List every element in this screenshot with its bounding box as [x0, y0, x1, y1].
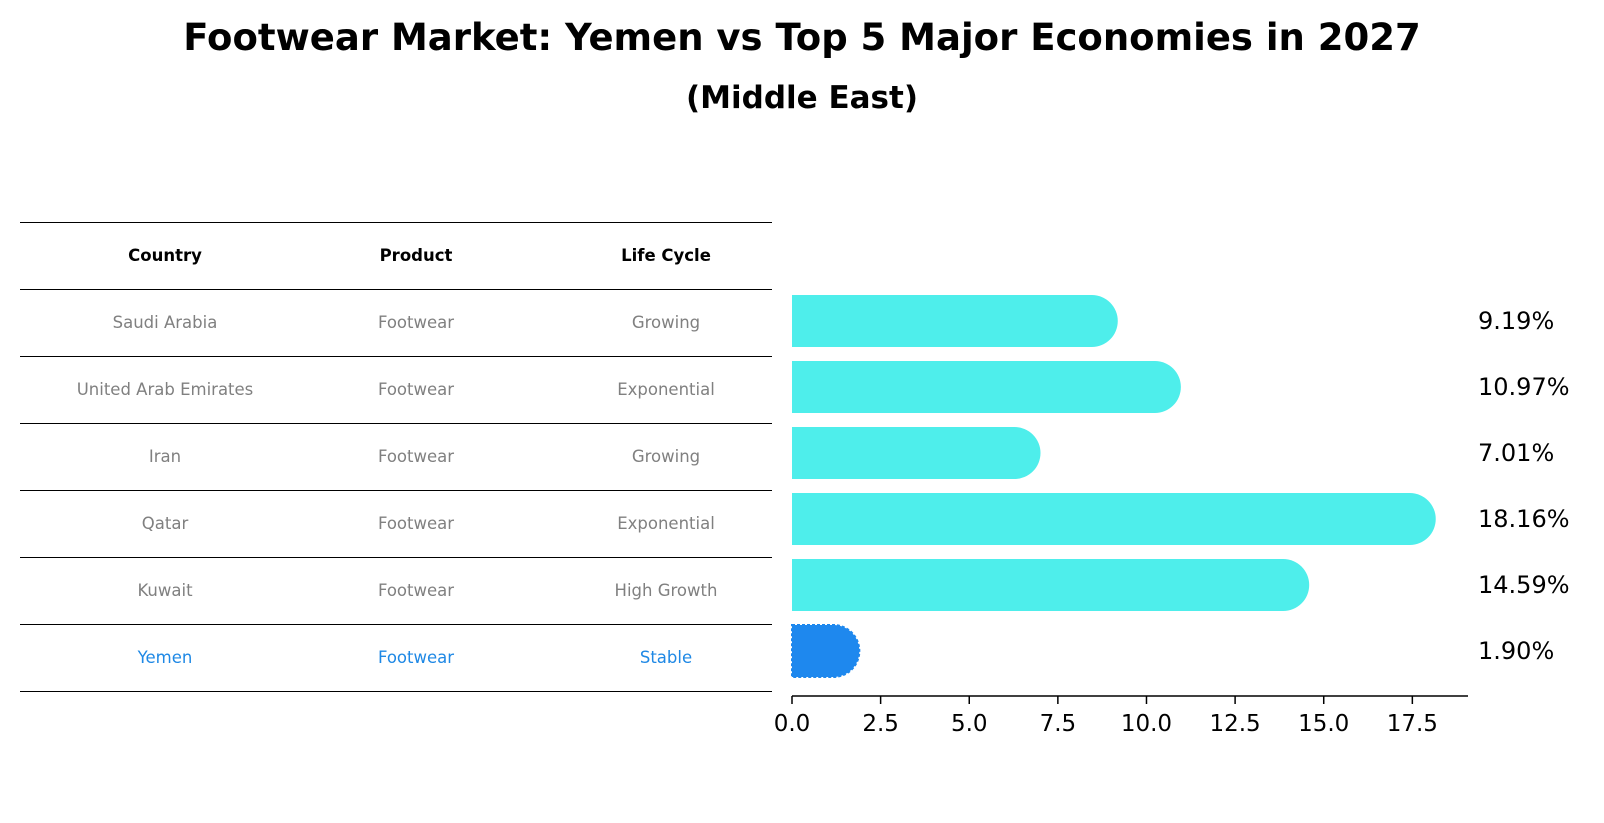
country-table: Country Product Life Cycle Saudi Arabia …	[20, 222, 772, 692]
bar-value-label: 9.19%	[1478, 307, 1554, 335]
cell-life-cycle: High Growth	[614, 581, 718, 600]
cell-product: Footwear	[377, 648, 455, 667]
cell-product: Footwear	[377, 447, 455, 466]
cell-product: Footwear	[377, 380, 455, 399]
cell-country: Qatar	[141, 514, 189, 533]
cell-country: Iran	[148, 447, 182, 466]
cell-country: Yemen	[137, 648, 193, 667]
header-country: Country	[128, 246, 202, 265]
cell-product: Footwear	[377, 514, 455, 533]
cell-country: United Arab Emirates	[76, 380, 254, 399]
x-tick-label: 7.5	[1040, 711, 1077, 737]
cell-product: Footwear	[377, 581, 455, 600]
cell-life-cycle: Exponential	[617, 514, 715, 533]
cell-life-cycle: Growing	[631, 447, 701, 466]
header-life-cycle: Life Cycle	[621, 246, 711, 265]
chart-subtitle: (Middle East)	[685, 80, 918, 116]
chart-title: Footwear Market: Yemen vs Top 5 Major Ec…	[183, 16, 1421, 59]
bar-value-label: 10.97%	[1478, 373, 1570, 401]
bar-value-label: 14.59%	[1478, 571, 1570, 599]
cell-life-cycle: Exponential	[617, 380, 715, 399]
table-header-row: Country Product Life Cycle	[20, 222, 772, 289]
x-tick-label: 12.5	[1209, 711, 1260, 737]
cell-country: Kuwait	[137, 581, 193, 600]
header-product: Product	[379, 246, 453, 265]
bar	[792, 361, 1181, 413]
x-tick-label: 0.0	[774, 711, 811, 737]
x-tick-label: 10.0	[1121, 711, 1172, 737]
bar	[791, 624, 861, 678]
bar-value-label: 7.01%	[1478, 439, 1554, 467]
bar	[792, 295, 1118, 347]
cell-country: Saudi Arabia	[112, 313, 218, 332]
table-row: Saudi Arabia Footwear Growing	[20, 289, 772, 356]
x-tick-label: 5.0	[951, 711, 988, 737]
cell-life-cycle: Growing	[631, 313, 701, 332]
bar	[792, 427, 1041, 479]
cell-life-cycle: Stable	[639, 648, 693, 667]
table-row: Kuwait Footwear High Growth	[20, 557, 772, 624]
bar	[792, 493, 1436, 545]
x-tick-label: 17.5	[1387, 711, 1438, 737]
bar-value-label: 1.90%	[1478, 637, 1554, 665]
bar-value-label: 18.16%	[1478, 505, 1570, 533]
table-row: Iran Footwear Growing	[20, 423, 772, 490]
cell-product: Footwear	[377, 313, 455, 332]
x-tick-label: 15.0	[1298, 711, 1349, 737]
x-tick-label: 2.5	[862, 711, 899, 737]
table-row-highlight: Yemen Footwear Stable	[20, 624, 772, 692]
table-row: United Arab Emirates Footwear Exponentia…	[20, 356, 772, 423]
bar	[792, 559, 1310, 611]
table-row: Qatar Footwear Exponential	[20, 490, 772, 557]
